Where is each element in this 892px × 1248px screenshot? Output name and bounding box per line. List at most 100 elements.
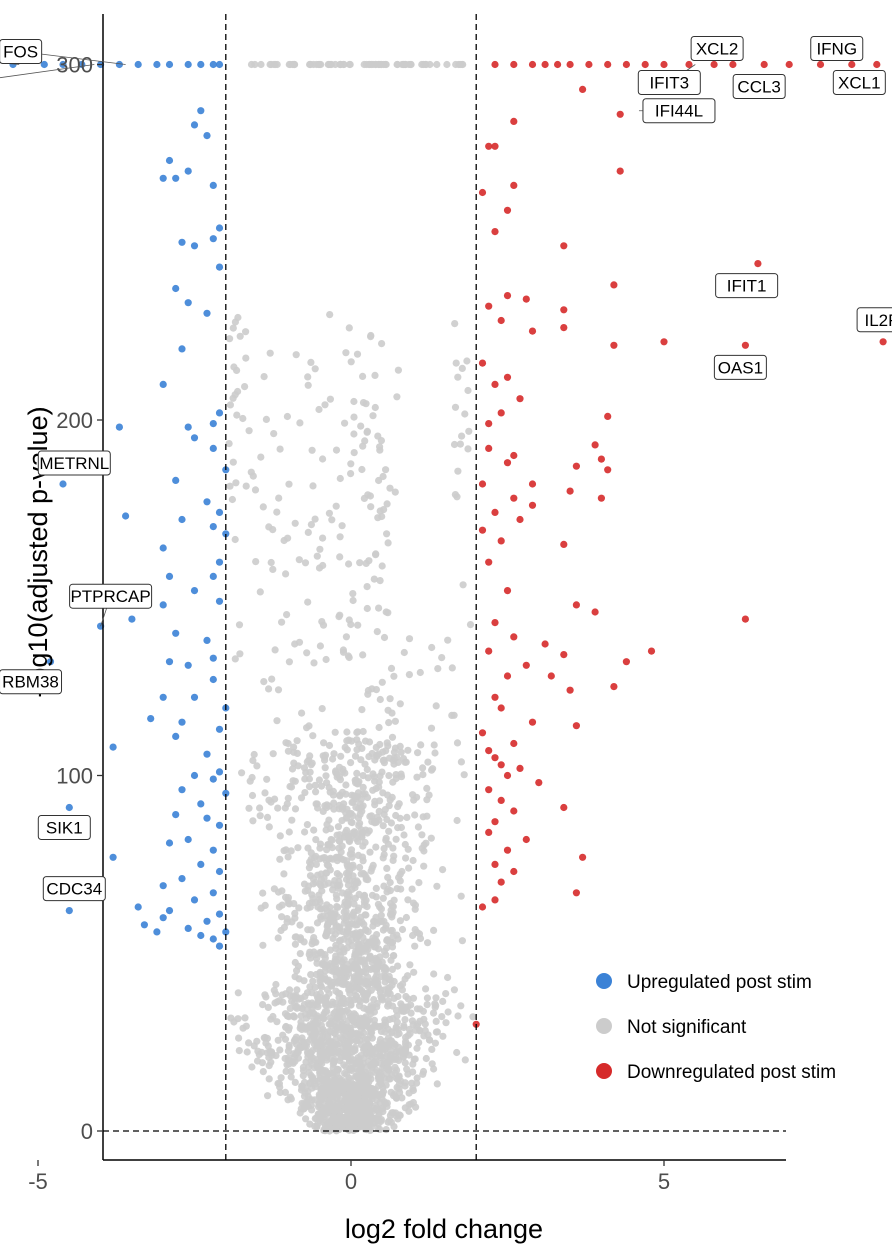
not-significant-point — [323, 907, 331, 915]
not-significant-point — [334, 1013, 342, 1022]
not-significant-point — [304, 598, 312, 606]
not-significant-point — [315, 776, 323, 784]
not-significant-point — [336, 553, 344, 561]
downregulated-point — [491, 142, 499, 150]
not-significant-point — [353, 769, 361, 778]
not-significant-point — [379, 756, 387, 765]
gene-label: FOS — [0, 39, 126, 65]
not-significant-point — [384, 840, 392, 848]
not-significant-point — [396, 877, 404, 885]
not-significant-point — [363, 583, 371, 591]
not-significant-point — [362, 911, 370, 919]
gene-label-box — [713, 354, 767, 380]
not-significant-point — [324, 841, 332, 849]
gene-label-box — [0, 669, 63, 695]
not-significant-point — [444, 973, 452, 982]
upregulated-point — [165, 572, 174, 581]
not-significant-point — [378, 340, 386, 348]
not-significant-point — [276, 1046, 284, 1054]
not-significant-point — [332, 446, 341, 454]
not-significant-point — [432, 702, 440, 710]
not-significant-point — [320, 739, 328, 747]
not-significant-point — [376, 1023, 384, 1031]
upregulated-point — [197, 860, 205, 869]
not-significant-point — [249, 817, 257, 825]
not-significant-point — [469, 1013, 477, 1021]
not-significant-point — [319, 561, 327, 570]
upregulated-point — [65, 907, 73, 915]
not-significant-point — [350, 413, 358, 421]
not-significant-point — [234, 313, 242, 322]
not-significant-point — [267, 1048, 276, 1056]
not-significant-point — [379, 822, 387, 830]
not-significant-point — [460, 771, 468, 779]
not-significant-point — [333, 913, 341, 921]
not-significant-point — [312, 800, 320, 808]
not-significant-point — [428, 1045, 436, 1053]
not-significant-point — [336, 474, 344, 483]
not-significant-point — [332, 1035, 340, 1043]
not-significant-point — [270, 885, 278, 893]
upregulated-point — [209, 846, 217, 854]
not-significant-point — [347, 460, 355, 468]
not-significant-point — [385, 972, 393, 980]
not-significant-point — [274, 686, 283, 694]
not-significant-point — [387, 1047, 395, 1055]
not-significant-point — [376, 740, 384, 749]
not-significant-point — [392, 835, 400, 843]
not-significant-point — [269, 565, 277, 574]
upregulated-point — [215, 60, 224, 69]
not-significant-point — [353, 746, 361, 754]
not-significant-point — [370, 917, 378, 925]
not-significant-point — [359, 442, 367, 450]
not-significant-point — [386, 484, 394, 492]
not-significant-point — [307, 521, 315, 529]
not-significant-point — [432, 1017, 440, 1025]
not-significant-point — [390, 1040, 398, 1048]
upregulated-point — [46, 658, 55, 666]
not-significant-point — [360, 60, 368, 69]
not-significant-point — [273, 1018, 281, 1026]
not-significant-point — [376, 446, 384, 454]
not-significant-point — [403, 1065, 411, 1073]
not-significant-point — [423, 796, 431, 804]
not-significant-point — [346, 920, 355, 928]
upregulated-point — [209, 444, 217, 452]
not-significant-point — [438, 654, 446, 662]
not-significant-point — [311, 1122, 319, 1130]
not-significant-point — [457, 1002, 465, 1010]
upregulated-point — [203, 132, 211, 140]
downregulated-point — [566, 686, 574, 694]
upregulated-point — [159, 601, 167, 609]
downregulated-point — [528, 501, 537, 509]
downregulated-point — [560, 242, 568, 250]
not-significant-point — [342, 814, 350, 822]
not-significant-point — [311, 515, 319, 523]
not-significant-point — [368, 1064, 376, 1072]
not-significant-point — [366, 492, 374, 500]
upregulated-point — [172, 732, 180, 741]
gene-label-text: CCL3 — [737, 78, 780, 97]
not-significant-point — [364, 690, 372, 698]
not-significant-point — [322, 772, 330, 780]
not-significant-point — [312, 899, 320, 907]
not-significant-point — [265, 1075, 273, 1083]
not-significant-point — [283, 611, 291, 619]
gene-label-text: IFNG — [816, 40, 857, 59]
not-significant-point — [333, 965, 341, 974]
not-significant-point — [319, 1051, 327, 1059]
not-significant-point — [307, 855, 315, 863]
not-significant-point — [365, 1119, 373, 1127]
not-significant-point — [399, 1053, 407, 1061]
downregulated-point — [710, 60, 718, 69]
not-significant-point — [336, 533, 344, 541]
not-significant-point — [463, 357, 471, 365]
not-significant-point — [278, 913, 286, 921]
not-significant-point — [338, 957, 346, 966]
not-significant-point — [458, 432, 466, 440]
not-significant-point — [231, 391, 239, 399]
not-significant-point — [291, 994, 300, 1002]
not-significant-point — [319, 854, 327, 862]
not-significant-point — [369, 956, 377, 964]
